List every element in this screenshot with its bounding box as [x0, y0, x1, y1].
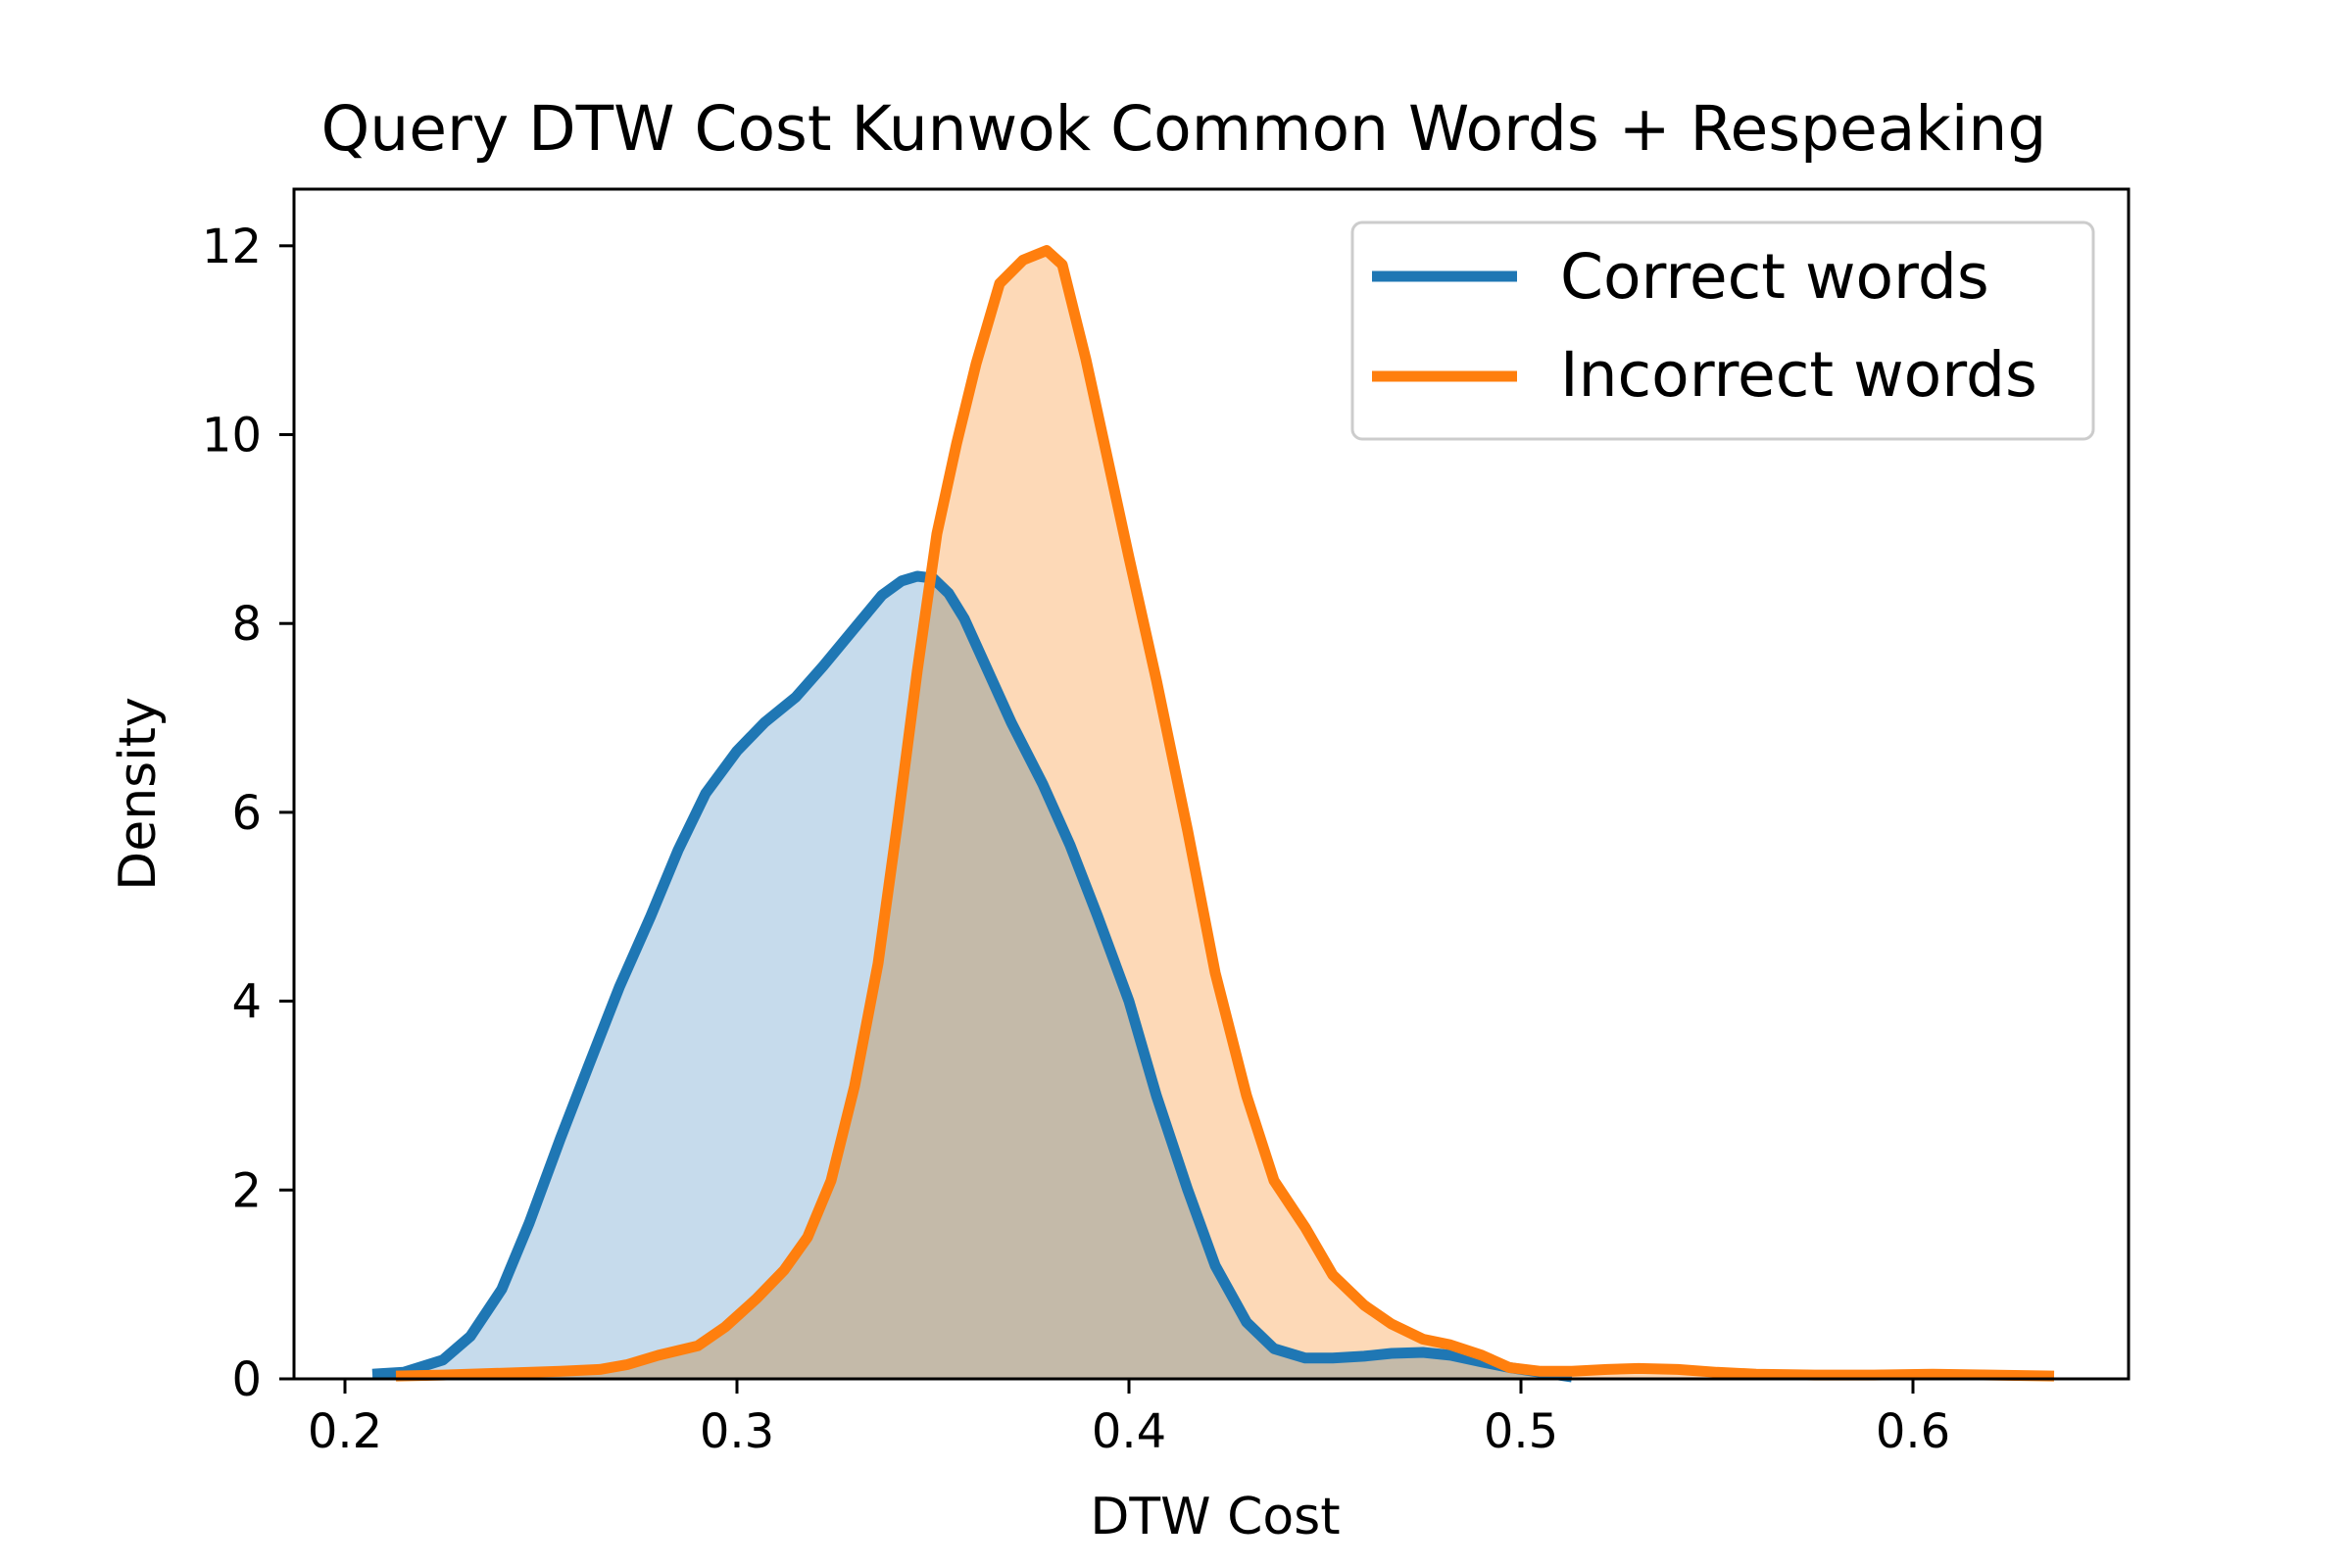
y-tick-label: 0	[231, 1352, 262, 1407]
y-axis-ticks: 0 2 4 6 8 10 12	[202, 220, 294, 1407]
y-tick-label: 8	[231, 597, 262, 652]
legend-box	[1350, 220, 2095, 441]
line-correct-words	[371, 570, 1573, 1383]
x-axis-label: DTW Cost	[1090, 1488, 1340, 1546]
x-tick-label: 0.3	[700, 1404, 774, 1459]
legend: Correct words Incorrect words	[1350, 220, 2095, 441]
axes-frame	[292, 187, 2131, 1381]
y-tick-label: 2	[231, 1163, 262, 1218]
x-tick-label: 0.2	[308, 1404, 382, 1459]
legend-label-incorrect-words: Incorrect words	[1560, 339, 2037, 411]
x-tick-label: 0.4	[1092, 1404, 1166, 1459]
y-tick-label: 6	[231, 786, 262, 841]
y-tick-label: 12	[202, 220, 262, 274]
chart-title: Query DTW Cost Kunwok Common Words + Res…	[321, 93, 2047, 165]
plot-area	[371, 245, 2055, 1383]
x-tick-label: 0.6	[1876, 1404, 1950, 1459]
y-axis-label: Density	[109, 697, 168, 891]
y-tick-label: 4	[231, 975, 262, 1030]
x-tick-label: 0.5	[1484, 1404, 1558, 1459]
area-fill-incorrect-words	[396, 250, 2054, 1380]
y-tick-label: 10	[202, 409, 262, 464]
legend-label-correct-words: Correct words	[1560, 241, 1989, 313]
line-incorrect-words	[395, 245, 2055, 1382]
x-axis-ticks: 0.2 0.3 0.4 0.5 0.6	[308, 1379, 1950, 1459]
